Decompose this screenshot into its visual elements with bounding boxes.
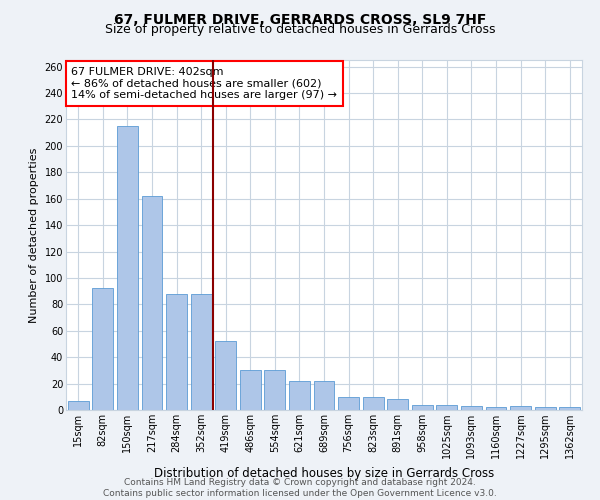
Bar xyxy=(412,404,433,410)
Text: 67 FULMER DRIVE: 402sqm
← 86% of detached houses are smaller (602)
14% of semi-d: 67 FULMER DRIVE: 402sqm ← 86% of detache… xyxy=(71,67,337,100)
Bar xyxy=(510,406,531,410)
Text: Size of property relative to detached houses in Gerrards Cross: Size of property relative to detached ho… xyxy=(105,22,495,36)
Bar xyxy=(289,381,310,410)
Bar xyxy=(461,406,482,410)
Bar xyxy=(314,381,334,410)
Bar xyxy=(485,408,506,410)
Bar xyxy=(436,404,457,410)
Bar xyxy=(240,370,261,410)
X-axis label: Distribution of detached houses by size in Gerrards Cross: Distribution of detached houses by size … xyxy=(154,466,494,479)
Bar xyxy=(92,288,113,410)
Bar xyxy=(68,401,89,410)
Bar xyxy=(142,196,163,410)
Bar xyxy=(559,408,580,410)
Bar xyxy=(191,294,212,410)
Bar xyxy=(362,397,383,410)
Y-axis label: Number of detached properties: Number of detached properties xyxy=(29,148,39,322)
Bar xyxy=(215,342,236,410)
Bar xyxy=(166,294,187,410)
Text: Contains HM Land Registry data © Crown copyright and database right 2024.
Contai: Contains HM Land Registry data © Crown c… xyxy=(103,478,497,498)
Text: 67, FULMER DRIVE, GERRARDS CROSS, SL9 7HF: 67, FULMER DRIVE, GERRARDS CROSS, SL9 7H… xyxy=(114,12,486,26)
Bar xyxy=(117,126,138,410)
Bar xyxy=(387,400,408,410)
Bar xyxy=(265,370,286,410)
Bar xyxy=(338,397,359,410)
Bar xyxy=(535,408,556,410)
